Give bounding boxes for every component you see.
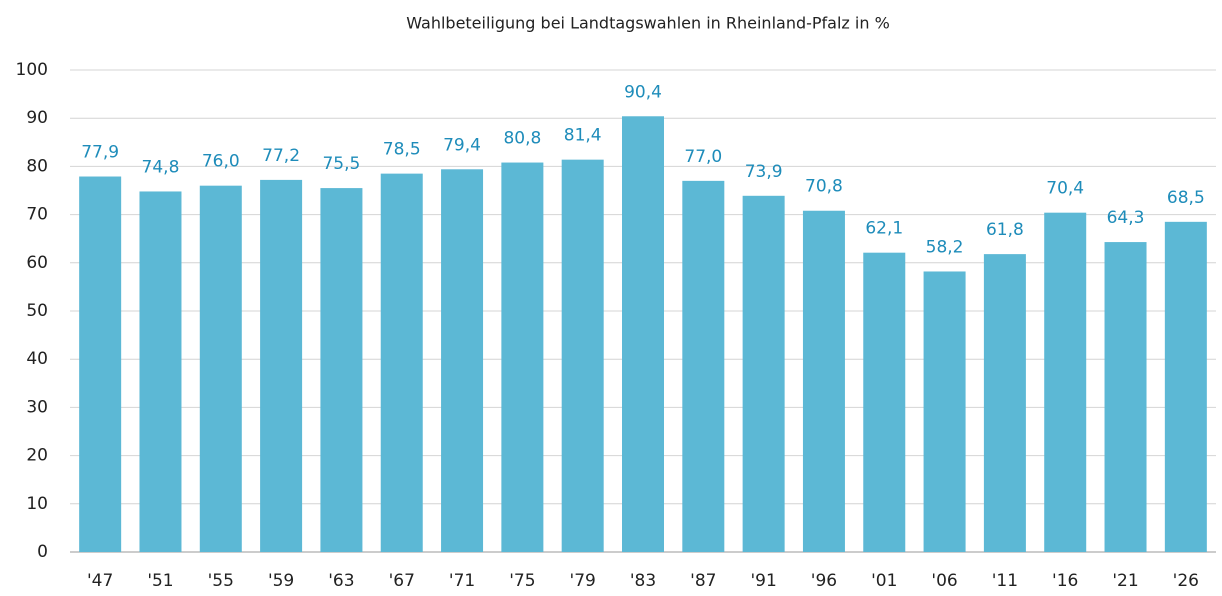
value-label: 90,4 bbox=[624, 82, 662, 102]
x-tick-label: '21 bbox=[1112, 571, 1138, 591]
y-tick-label: 100 bbox=[16, 60, 48, 80]
value-label: 73,9 bbox=[745, 162, 783, 182]
bar bbox=[199, 185, 242, 552]
bar bbox=[742, 195, 785, 552]
bar bbox=[139, 191, 182, 553]
value-label: 62,1 bbox=[865, 219, 903, 239]
y-tick-label: 90 bbox=[26, 108, 48, 128]
x-tick-label: '87 bbox=[690, 571, 716, 591]
value-label: 74,8 bbox=[142, 157, 180, 177]
bar bbox=[802, 210, 845, 552]
x-tick-label: '47 bbox=[87, 571, 113, 591]
x-tick-label: '01 bbox=[871, 571, 897, 591]
y-tick-label: 80 bbox=[26, 156, 48, 176]
bar bbox=[983, 254, 1026, 552]
x-tick-label: '63 bbox=[328, 571, 354, 591]
x-tick-label: '91 bbox=[750, 571, 776, 591]
bar bbox=[561, 159, 604, 553]
value-label: 75,5 bbox=[322, 154, 360, 174]
value-label: 79,4 bbox=[443, 135, 481, 155]
x-tick-label: '51 bbox=[147, 571, 173, 591]
bar bbox=[863, 252, 906, 553]
y-tick-label: 50 bbox=[26, 301, 48, 321]
bar bbox=[260, 179, 303, 552]
x-tick-label: '06 bbox=[931, 571, 957, 591]
bar bbox=[1164, 221, 1207, 552]
x-tick-label: '71 bbox=[449, 571, 475, 591]
bar bbox=[79, 176, 122, 552]
value-label: 64,3 bbox=[1107, 208, 1145, 228]
y-tick-label: 70 bbox=[26, 205, 48, 225]
bar bbox=[380, 173, 423, 552]
value-label: 70,8 bbox=[805, 177, 843, 197]
y-tick-label: 60 bbox=[26, 253, 48, 273]
bar bbox=[1044, 212, 1087, 552]
value-label: 81,4 bbox=[564, 126, 602, 146]
x-tick-label: '83 bbox=[630, 571, 656, 591]
value-label: 76,0 bbox=[202, 152, 240, 172]
y-tick-label: 0 bbox=[37, 542, 48, 562]
x-tick-label: '96 bbox=[811, 571, 837, 591]
x-tick-label: '67 bbox=[389, 571, 415, 591]
x-tick-label: '55 bbox=[208, 571, 234, 591]
bar bbox=[1104, 242, 1147, 552]
value-label: 78,5 bbox=[383, 140, 421, 160]
y-tick-label: 40 bbox=[26, 349, 48, 369]
value-label: 70,4 bbox=[1046, 179, 1084, 199]
value-label: 77,2 bbox=[262, 146, 300, 166]
value-label: 77,0 bbox=[684, 147, 722, 167]
value-label: 77,9 bbox=[81, 143, 119, 163]
y-tick-label: 10 bbox=[26, 494, 48, 514]
value-label: 68,5 bbox=[1167, 188, 1205, 208]
x-tick-label: '26 bbox=[1173, 571, 1199, 591]
value-label: 58,2 bbox=[926, 237, 964, 257]
bar bbox=[682, 180, 725, 553]
x-tick-label: '59 bbox=[268, 571, 294, 591]
value-label: 61,8 bbox=[986, 220, 1024, 240]
bar bbox=[441, 169, 484, 553]
x-tick-label: '75 bbox=[509, 571, 535, 591]
bar bbox=[501, 162, 544, 552]
y-tick-label: 30 bbox=[26, 397, 48, 417]
x-tick-label: '16 bbox=[1052, 571, 1078, 591]
x-tick-label: '11 bbox=[992, 571, 1018, 591]
x-tick-label: '79 bbox=[570, 571, 596, 591]
bar bbox=[622, 116, 664, 552]
y-tick-label: 20 bbox=[26, 446, 48, 466]
bar bbox=[320, 188, 363, 552]
value-label: 80,8 bbox=[503, 129, 541, 149]
bar bbox=[923, 271, 966, 552]
chart-title: Wahlbeteiligung bei Landtagswahlen in Rh… bbox=[406, 14, 890, 33]
